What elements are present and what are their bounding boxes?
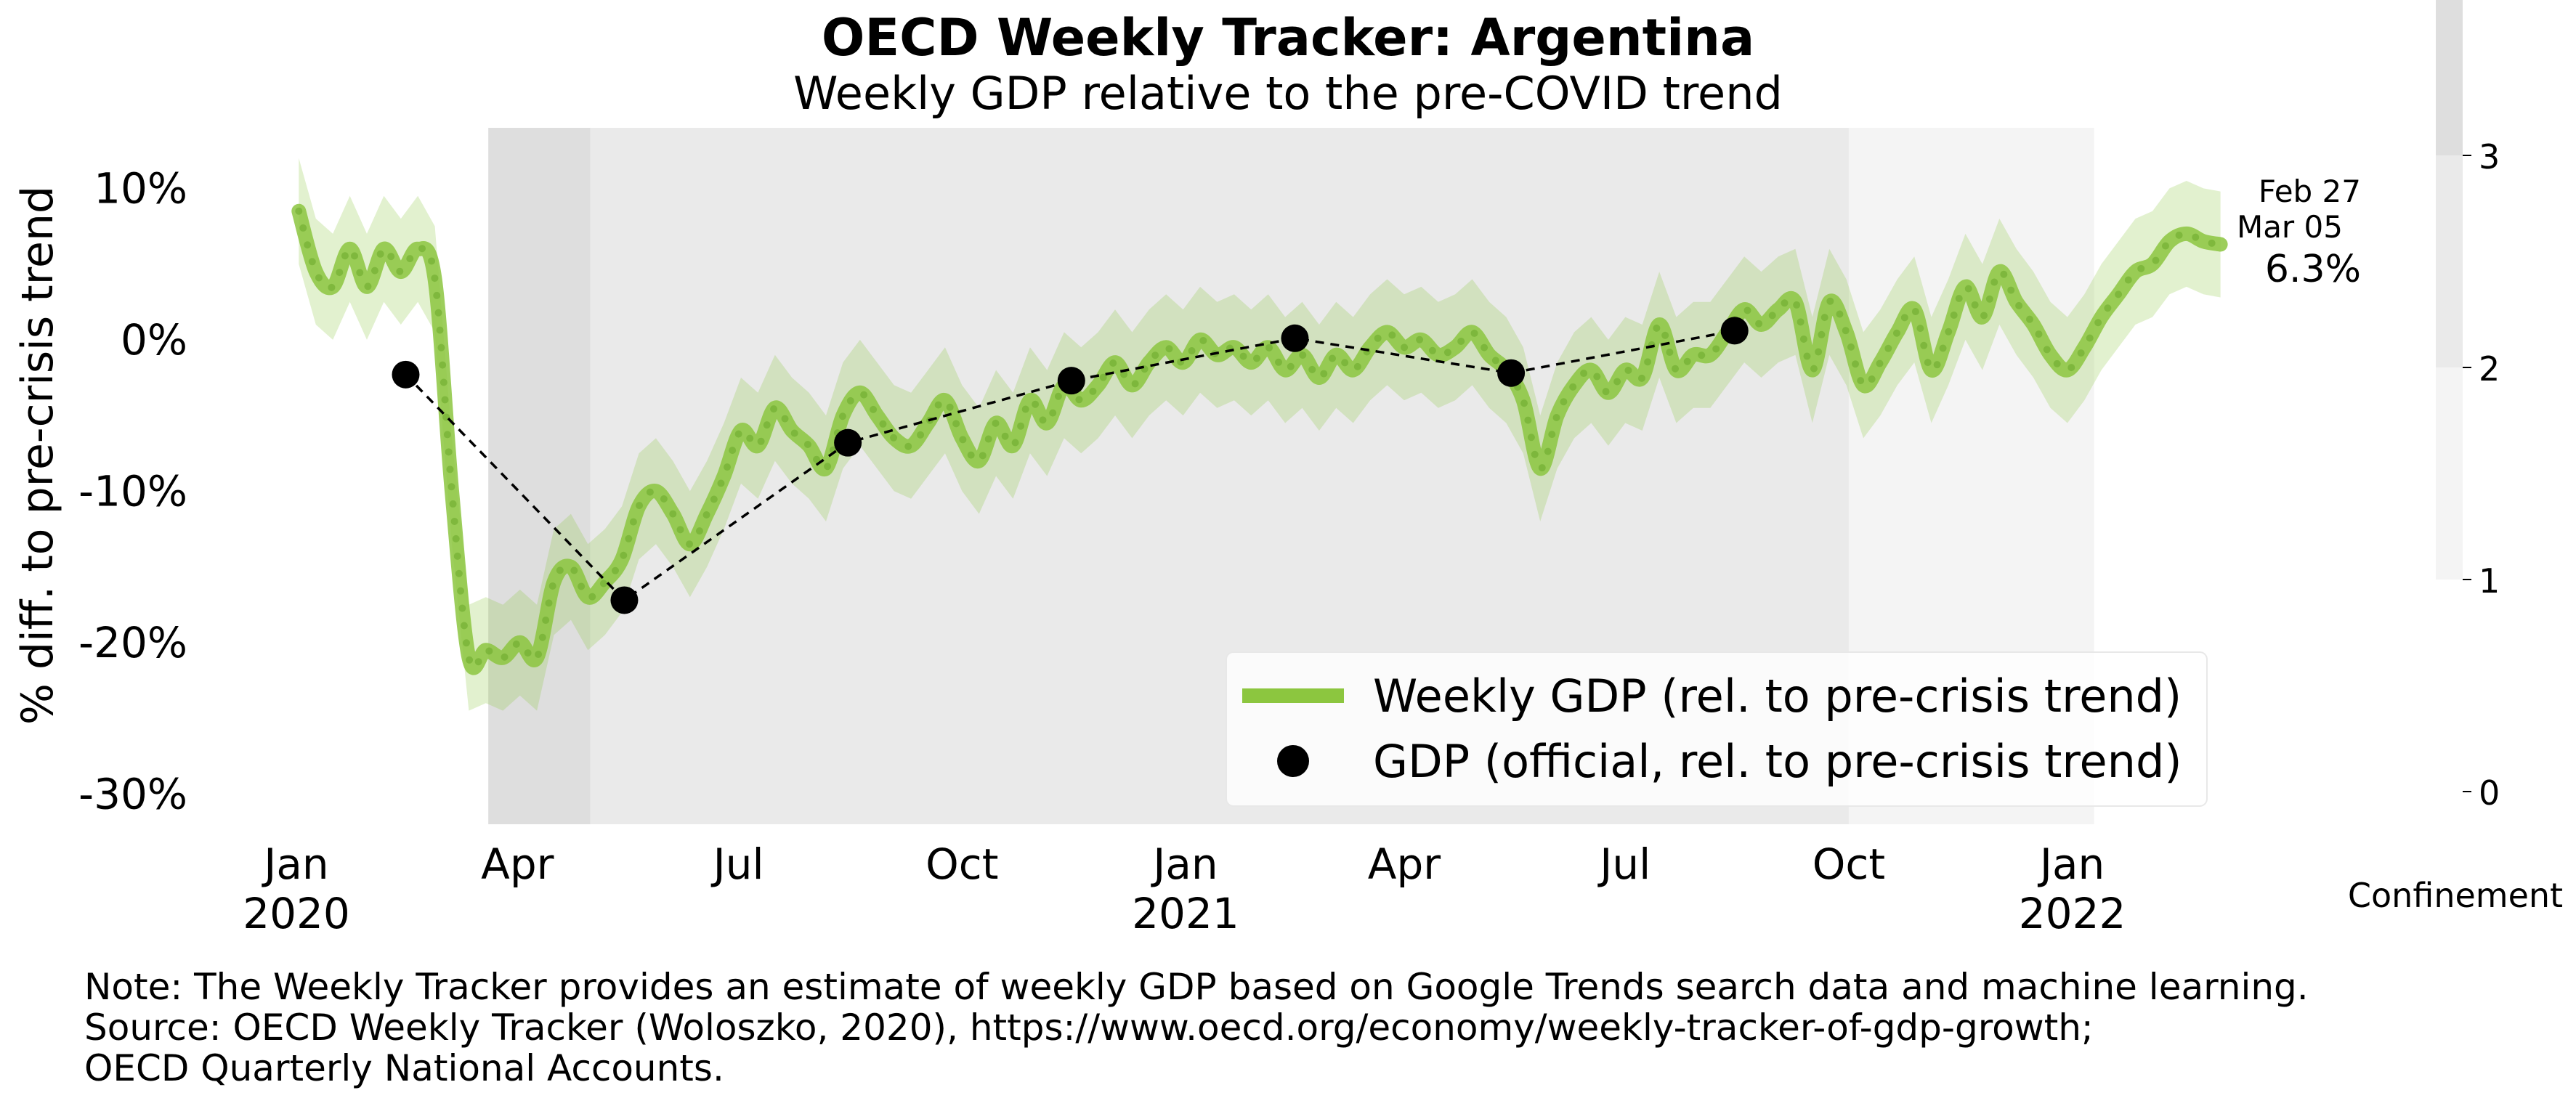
y-tick-label: 0% bbox=[121, 315, 187, 365]
x-tick-label: Oct bbox=[926, 839, 998, 889]
colorbar-tick-label: 2 bbox=[2479, 349, 2500, 389]
x-tick-label: 2021 bbox=[1132, 889, 1239, 938]
official-gdp-point-3 bbox=[1057, 367, 1085, 395]
legend: Weekly GDP (rel. to pre-crisis trend) GD… bbox=[1226, 651, 2208, 807]
colorbar-tick-label: 1 bbox=[2479, 561, 2500, 601]
x-tick-label: Jan bbox=[1151, 839, 1218, 889]
chart-title: OECD Weekly Tracker: Argentina bbox=[822, 8, 1754, 68]
x-tick-label: 2020 bbox=[243, 889, 350, 938]
footnote: Note: The Weekly Tracker provides an est… bbox=[84, 966, 2309, 1089]
y-axis-ticks: 10% 0% -10% -20% -30% bbox=[78, 163, 187, 818]
footnote-line-1: Note: The Weekly Tracker provides an est… bbox=[84, 966, 2309, 1008]
colorbar-tick-label: 3 bbox=[2479, 137, 2500, 176]
x-tick-label: Jul bbox=[711, 839, 764, 889]
official-gdp-point-2 bbox=[834, 428, 862, 457]
y-tick-label: -20% bbox=[78, 618, 187, 667]
annotation-value: 6.3% bbox=[2265, 248, 2361, 291]
official-gdp-point-6 bbox=[1720, 317, 1749, 345]
y-tick-label: 10% bbox=[94, 163, 187, 213]
colorbar-tick-label: 0 bbox=[2479, 773, 2500, 813]
x-tick-label: Apr bbox=[481, 839, 554, 889]
weekly-gdp-line bbox=[291, 203, 2228, 675]
official-gdp-point-4 bbox=[1281, 324, 1309, 352]
official-gdp-point-1 bbox=[610, 586, 639, 614]
colorbar-segment-0 bbox=[2436, 367, 2463, 580]
footnote-line-2: Source: OECD Weekly Tracker (Woloszko, 2… bbox=[84, 1007, 2094, 1049]
x-tick-label: Jan bbox=[2038, 839, 2105, 889]
footnote-line-3: OECD Quarterly National Accounts. bbox=[84, 1047, 724, 1089]
x-tick-label: 2022 bbox=[2019, 889, 2126, 938]
weekly-gdp-confidence-band bbox=[299, 158, 2221, 711]
official-gdp-points bbox=[392, 317, 1749, 614]
legend-official-swatch bbox=[1277, 745, 1309, 777]
annotation-date-1: Feb 27 bbox=[2259, 174, 2361, 209]
x-tick-label: Oct bbox=[1812, 839, 1885, 889]
x-tick-label: Apr bbox=[1368, 839, 1441, 889]
y-tick-label: -10% bbox=[78, 466, 187, 516]
official-gdp-point-5 bbox=[1497, 359, 1526, 387]
annotation-date-2: Mar 05 bbox=[2237, 209, 2343, 245]
chart-subtitle: Weekly GDP relative to the pre-COVID tre… bbox=[793, 67, 1783, 120]
y-axis-label: % diff. to pre-crisis trend bbox=[12, 186, 63, 725]
colorbar-segment-1 bbox=[2436, 155, 2463, 367]
x-tick-label: Jul bbox=[1597, 839, 1650, 889]
last-value-annotation: Feb 27 Mar 05 6.3% bbox=[2237, 174, 2361, 291]
y-tick-label: -30% bbox=[78, 769, 187, 818]
colorbar-segment-2 bbox=[2436, 0, 2463, 155]
colorbar-label: Confinement bbox=[2348, 876, 2563, 915]
official-gdp-point-0 bbox=[392, 360, 420, 389]
confinement-colorbar: 0 1 2 3 bbox=[2436, 0, 2500, 813]
legend-weekly-label: Weekly GDP (rel. to pre-crisis trend) bbox=[1373, 670, 2182, 723]
legend-box bbox=[1226, 651, 2208, 807]
x-tick-label: Jan bbox=[262, 839, 328, 889]
legend-official-label: GDP (official, rel. to pre-crisis trend) bbox=[1373, 735, 2182, 788]
